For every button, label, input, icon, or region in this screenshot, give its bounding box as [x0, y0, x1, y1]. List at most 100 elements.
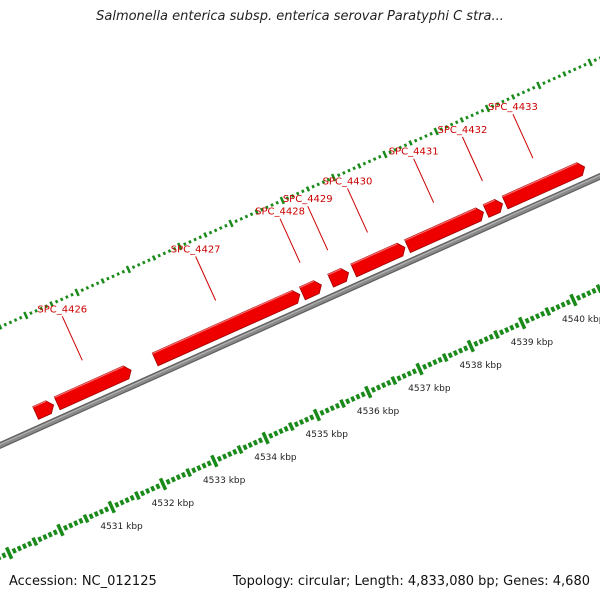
tick-mark-outer	[8, 320, 13, 325]
tick-mark-inner	[103, 506, 110, 513]
tick-mark-outer	[100, 278, 105, 284]
tick-mark-outer	[136, 262, 141, 267]
tick-mark-inner	[129, 494, 135, 501]
tick-mark-outer	[490, 104, 495, 109]
gene-arrow-spc_4430[interactable]	[350, 242, 406, 278]
tick-mark-inner	[227, 451, 233, 458]
gene-arrow-highlight	[502, 162, 578, 198]
tick-mark-outer	[403, 143, 408, 148]
tick-mark-inner	[586, 290, 592, 297]
tick-mark-outer	[13, 318, 18, 322]
tick-mark-inner	[98, 508, 105, 515]
tick-mark-outer	[439, 127, 444, 132]
tick-mark-outer	[198, 235, 202, 240]
tick-mark-inner	[339, 398, 346, 409]
tick-mark-inner	[175, 474, 182, 481]
gene-label-leader	[307, 206, 329, 251]
tick-mark-inner	[581, 292, 587, 299]
tick-mark-inner	[329, 405, 335, 412]
tick-mark-outer	[219, 226, 223, 230]
tick-mark-inner	[560, 301, 566, 308]
tick-mark-inner	[437, 356, 443, 363]
tick-mark-inner	[509, 324, 515, 331]
tick-mark-inner	[4, 546, 14, 560]
tick-mark-inner	[565, 299, 571, 306]
tick-mark-outer	[388, 150, 392, 155]
tick-mark-outer	[362, 161, 367, 166]
gene-arrow-spc_4433[interactable]	[501, 162, 586, 210]
tick-mark-outer	[475, 111, 480, 115]
tick-mark-inner	[52, 529, 58, 536]
gene-arrow-highlight	[299, 280, 314, 289]
tick-mark-inner	[415, 362, 424, 376]
gene-label: SPC_4431	[389, 147, 439, 158]
gene-arrow-highlight	[54, 366, 124, 399]
tick-mark-inner	[544, 306, 552, 317]
tick-mark-outer	[480, 108, 485, 113]
gene-arrow-highlight	[152, 290, 293, 355]
tick-mark-inner	[595, 283, 600, 294]
tick-mark-inner	[493, 329, 500, 340]
tick-mark-outer	[593, 58, 598, 63]
backbone-highlight	[0, 174, 600, 445]
gene-label: SPC_4432	[438, 125, 488, 136]
tick-mark-inner	[575, 294, 582, 301]
tick-mark-outer	[536, 81, 542, 90]
accession-text: Accession: NC_012125	[9, 574, 157, 589]
tick-mark-outer	[172, 246, 177, 251]
tick-mark-outer	[311, 184, 315, 189]
gene-arrow-spc_4431[interactable]	[404, 207, 484, 254]
tick-mark-inner	[11, 547, 17, 554]
tick-mark-inner	[463, 345, 469, 352]
gene-arrow-spc_4429[interactable]	[327, 268, 350, 288]
tick-mark-inner	[447, 352, 453, 359]
tick-mark-outer	[167, 249, 172, 253]
tick-mark-outer	[254, 209, 259, 215]
tick-mark-inner	[78, 517, 84, 524]
gene-arrow-unlabeled-0[interactable]	[32, 400, 55, 420]
tick-mark-outer	[147, 258, 151, 263]
tick-mark-inner	[355, 393, 361, 400]
tick-mark-outer	[330, 173, 337, 182]
tick-mark-outer	[305, 186, 311, 192]
tick-mark-inner	[396, 375, 402, 382]
tick-mark-inner	[432, 359, 438, 366]
gene-arrow-spc_4432[interactable]	[482, 199, 503, 218]
genome-summary-text: Topology: circular; Length: 4,833,080 bp…	[232, 574, 590, 589]
tick-mark-outer	[372, 157, 377, 161]
tick-mark-outer	[34, 308, 38, 313]
gene-label: SPC_4429	[283, 194, 333, 205]
gene-label-leader	[347, 188, 368, 233]
tick-mark-outer	[228, 219, 234, 228]
tick-mark-outer	[39, 306, 43, 311]
tick-mark-outer	[552, 76, 556, 81]
tick-mark-outer	[203, 232, 208, 238]
gene-features	[32, 162, 586, 420]
tick-mark-outer	[326, 177, 331, 182]
gene-arrow-spc_4427[interactable]	[151, 289, 301, 367]
tick-mark-outer	[290, 193, 295, 198]
tick-mark-outer	[162, 251, 167, 256]
tick-mark-outer	[433, 127, 439, 136]
tick-mark-outer	[224, 223, 228, 228]
gene-arrow-spc_4426[interactable]	[53, 365, 132, 411]
tick-mark-outer	[59, 297, 64, 302]
tick-mark-inner	[287, 421, 295, 432]
tick-mark-outer	[367, 159, 372, 164]
tick-mark-inner	[247, 441, 253, 448]
tick-mark-outer	[193, 237, 197, 242]
tick-mark-outer	[244, 214, 249, 219]
gene-label: SPC_4428	[255, 207, 305, 218]
tick-mark-inner	[206, 460, 212, 467]
tick-mark-inner	[473, 340, 479, 347]
tick-mark-inner	[216, 455, 223, 462]
tick-mark-outer	[587, 58, 593, 67]
tick-mark-inner	[68, 522, 74, 529]
tick-mark-inner	[210, 454, 219, 468]
tick-mark-outer	[188, 239, 192, 244]
tick-mark-outer	[413, 138, 418, 143]
tick-mark-inner	[324, 407, 330, 414]
tick-mark-outer	[572, 67, 577, 72]
gene-arrow-spc_4428[interactable]	[298, 280, 322, 301]
